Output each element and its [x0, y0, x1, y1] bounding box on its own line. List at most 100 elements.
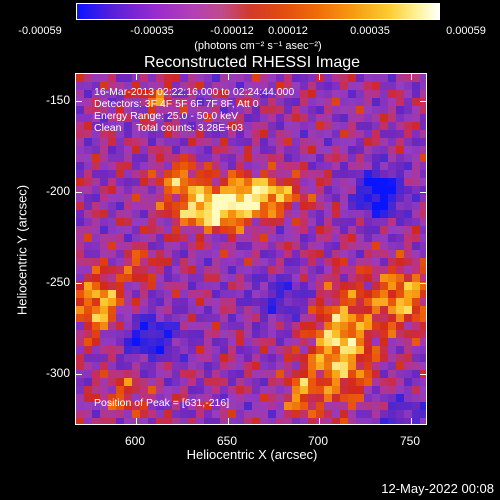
image-pixel [100, 394, 109, 403]
image-pixel [324, 298, 333, 307]
image-pixel [180, 90, 189, 99]
image-pixel [132, 346, 141, 355]
image-pixel [204, 186, 213, 195]
image-pixel [260, 138, 269, 147]
image-pixel [388, 306, 397, 315]
image-pixel [188, 226, 197, 235]
image-pixel [380, 266, 389, 275]
image-pixel [356, 338, 365, 347]
image-pixel [92, 146, 101, 155]
image-pixel [140, 354, 149, 363]
image-pixel [204, 370, 213, 379]
image-pixel [316, 250, 325, 259]
image-pixel [220, 242, 229, 251]
image-pixel [236, 402, 245, 411]
image-pixel [316, 418, 325, 424]
image-pixel [364, 82, 373, 91]
image-pixel [124, 106, 133, 115]
image-pixel [372, 282, 381, 291]
image-pixel [116, 370, 125, 379]
image-pixel [284, 298, 293, 307]
image-pixel [252, 98, 261, 107]
image-pixel [396, 402, 405, 411]
image-pixel [260, 370, 269, 379]
image-pixel [212, 282, 221, 291]
image-pixel [364, 330, 373, 339]
image-pixel [108, 386, 117, 395]
image-pixel [340, 266, 349, 275]
image-pixel [108, 410, 117, 419]
image-pixel [84, 98, 93, 107]
image-pixel [164, 322, 173, 331]
image-pixel [364, 114, 373, 123]
image-pixel [404, 290, 413, 299]
image-pixel [412, 362, 421, 371]
colorbar-tick-label: 0.00035 [350, 25, 390, 37]
image-pixel [220, 258, 229, 267]
image-pixel [420, 194, 426, 203]
image-pixel [100, 362, 109, 371]
image-pixel [252, 218, 261, 227]
image-pixel [420, 386, 426, 395]
image-pixel [412, 410, 421, 419]
image-pixel [388, 74, 397, 83]
image-pixel [396, 186, 405, 195]
image-pixel [284, 170, 293, 179]
image-pixel [324, 322, 333, 331]
image-pixel [220, 114, 229, 123]
image-pixel [364, 226, 373, 235]
image-pixel [148, 354, 157, 363]
image-pixel [388, 194, 397, 203]
image-pixel [172, 402, 181, 411]
image-pixel [124, 178, 133, 187]
image-pixel [404, 178, 413, 187]
image-pixel [228, 282, 237, 291]
image-pixel [220, 314, 229, 323]
image-pixel [188, 362, 197, 371]
image-pixel [180, 226, 189, 235]
image-pixel [156, 298, 165, 307]
image-pixel [188, 98, 197, 107]
image-pixel [284, 330, 293, 339]
image-pixel [388, 370, 397, 379]
image-pixel [116, 346, 125, 355]
image-pixel [116, 290, 125, 299]
image-pixel [116, 186, 125, 195]
image-pixel [348, 338, 357, 347]
image-pixel [124, 130, 133, 139]
image-pixel [332, 410, 341, 419]
image-pixel [348, 162, 357, 171]
image-pixel [412, 322, 421, 331]
image-pixel [108, 122, 117, 131]
image-pixel [348, 114, 357, 123]
image-pixel [196, 194, 205, 203]
image-pixel [228, 314, 237, 323]
image-pixel [196, 138, 205, 147]
image-pixel [420, 354, 426, 363]
image-pixel [212, 250, 221, 259]
image-pixel [140, 186, 149, 195]
image-pixel [188, 354, 197, 363]
image-pixel [316, 138, 325, 147]
image-pixel [324, 402, 333, 411]
info-clean-counts: Clean Total counts: 3.28E+03 [94, 122, 243, 134]
image-pixel [84, 338, 93, 347]
image-pixel [292, 250, 301, 259]
image-pixel [116, 202, 125, 211]
image-pixel [228, 274, 237, 283]
image-pixel [140, 402, 149, 411]
image-pixel [180, 202, 189, 211]
image-pixel [260, 234, 269, 243]
image-pixel [316, 306, 325, 315]
image-pixel [252, 402, 261, 411]
image-pixel [252, 370, 261, 379]
image-pixel [140, 290, 149, 299]
image-pixel [324, 154, 333, 163]
image-pixel [372, 130, 381, 139]
image-pixel [212, 370, 221, 379]
plot-title: Reconstructed RHESSI Image [143, 54, 361, 71]
image-pixel [388, 146, 397, 155]
image-pixel [172, 306, 181, 315]
image-pixel [92, 114, 101, 123]
image-pixel [76, 306, 85, 315]
